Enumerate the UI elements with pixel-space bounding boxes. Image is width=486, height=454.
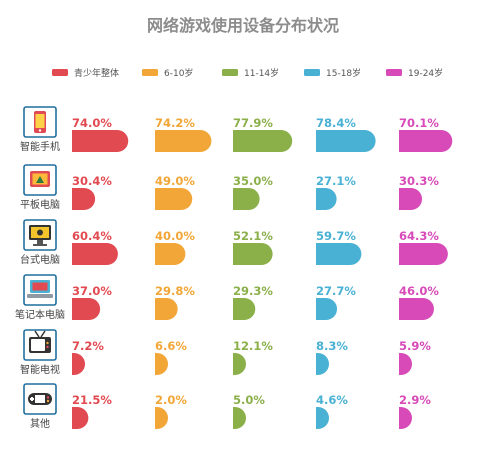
bar: [399, 407, 412, 429]
bar: [316, 298, 338, 320]
value-label: 37.0%: [72, 284, 112, 298]
bar: [233, 130, 293, 152]
legend-label: 11-14岁: [244, 67, 279, 79]
value-label: 5.9%: [399, 339, 431, 353]
bar: [155, 130, 212, 152]
laptop-icon: [23, 274, 57, 306]
legend-swatch: [386, 69, 402, 76]
bar: [155, 188, 193, 210]
bar: [72, 188, 96, 210]
bar: [155, 407, 168, 429]
bar: [316, 243, 362, 265]
value-label: 30.4%: [72, 174, 112, 188]
device-row: 平板电脑 30.4% 49.0% 35.0% 27.1% 30.3%: [20, 164, 439, 211]
device-label: 平板电脑: [20, 198, 60, 211]
legend-item-1: 青少年整体: [52, 67, 119, 79]
bar: [72, 407, 89, 429]
desktop-icon: [23, 219, 57, 251]
bar: [316, 353, 329, 375]
legend-swatch: [52, 69, 68, 76]
device-row: 笔记本电脑 37.0% 29.8% 29.3% 27.7% 46.0%: [15, 274, 439, 321]
value-label: 40.0%: [155, 229, 195, 243]
chart-rows: 智能手机 74.0% 74.2% 77.9% 78.4% 70.1% 平板电脑 30.4% 49…: [15, 106, 453, 430]
value-label: 27.7%: [316, 284, 356, 298]
chart-title: 网络游戏使用设备分布状况: [147, 16, 339, 35]
bar: [233, 407, 246, 429]
value-label: 30.3%: [399, 174, 439, 188]
bar: [155, 243, 186, 265]
legend-label: 15-18岁: [326, 67, 361, 79]
value-label: 29.3%: [233, 284, 273, 298]
bar: [72, 243, 118, 265]
device-label: 智能电视: [20, 363, 60, 376]
bar: [233, 188, 260, 210]
bar: [233, 353, 246, 375]
bar: [399, 298, 434, 320]
value-label: 4.6%: [316, 393, 348, 407]
legend-swatch: [304, 69, 320, 76]
bar: [399, 353, 412, 375]
value-label: 5.0%: [233, 393, 265, 407]
value-label: 2.0%: [155, 393, 187, 407]
device-label: 智能手机: [20, 140, 60, 153]
bar: [233, 243, 273, 265]
legend-label: 19-24岁: [408, 67, 443, 79]
bar: [316, 407, 329, 429]
bar: [155, 353, 168, 375]
bar: [72, 130, 129, 152]
value-label: 74.2%: [155, 116, 195, 130]
value-label: 6.6%: [155, 339, 187, 353]
smartphone-icon: [23, 106, 57, 138]
value-label: 8.3%: [316, 339, 348, 353]
bar: [316, 130, 376, 152]
value-label: 52.1%: [233, 229, 273, 243]
bar: [155, 298, 178, 320]
legend-label: 6-10岁: [164, 67, 193, 79]
device-row: 台式电脑 60.4% 40.0% 52.1% 59.7% 64.3%: [20, 219, 448, 266]
bar: [399, 188, 423, 210]
value-label: 74.0%: [72, 116, 112, 130]
value-label: 29.8%: [155, 284, 195, 298]
value-label: 46.0%: [399, 284, 439, 298]
legend: 青少年整体 6-10岁 11-14岁 15-18岁 19-24岁: [52, 67, 443, 79]
bar: [399, 243, 448, 265]
value-label: 27.1%: [316, 174, 356, 188]
value-label: 21.5%: [72, 393, 112, 407]
bar: [72, 298, 101, 320]
value-label: 49.0%: [155, 174, 195, 188]
legend-item-2: 6-10岁: [142, 67, 193, 79]
gamepad-icon: [23, 383, 57, 415]
value-label: 7.2%: [72, 339, 104, 353]
legend-item-4: 15-18岁: [304, 67, 361, 79]
device-row: 其他 21.5% 2.0% 5.0% 4.6% 2.9%: [23, 383, 431, 430]
bar: [316, 188, 337, 210]
device-label: 笔记本电脑: [15, 308, 65, 321]
value-label: 2.9%: [399, 393, 431, 407]
value-label: 64.3%: [399, 229, 439, 243]
legend-swatch: [142, 69, 158, 76]
device-label: 其他: [30, 417, 50, 430]
bar: [72, 353, 85, 375]
value-label: 59.7%: [316, 229, 356, 243]
bar: [399, 130, 453, 152]
value-label: 12.1%: [233, 339, 273, 353]
bar: [233, 298, 256, 320]
device-row: 智能电视 7.2% 6.6% 12.1% 8.3% 5.9%: [20, 329, 431, 376]
value-label: 77.9%: [233, 116, 273, 130]
value-label: 35.0%: [233, 174, 273, 188]
device-row: 智能手机 74.0% 74.2% 77.9% 78.4% 70.1%: [20, 106, 453, 153]
device-label: 台式电脑: [20, 253, 60, 266]
value-label: 60.4%: [72, 229, 112, 243]
value-label: 70.1%: [399, 116, 439, 130]
legend-item-3: 11-14岁: [222, 67, 279, 79]
tv-icon: [23, 329, 57, 361]
legend-item-5: 19-24岁: [386, 67, 443, 79]
tablet-icon: [23, 164, 57, 196]
legend-label: 青少年整体: [74, 67, 119, 79]
value-label: 78.4%: [316, 116, 356, 130]
legend-swatch: [222, 69, 238, 76]
